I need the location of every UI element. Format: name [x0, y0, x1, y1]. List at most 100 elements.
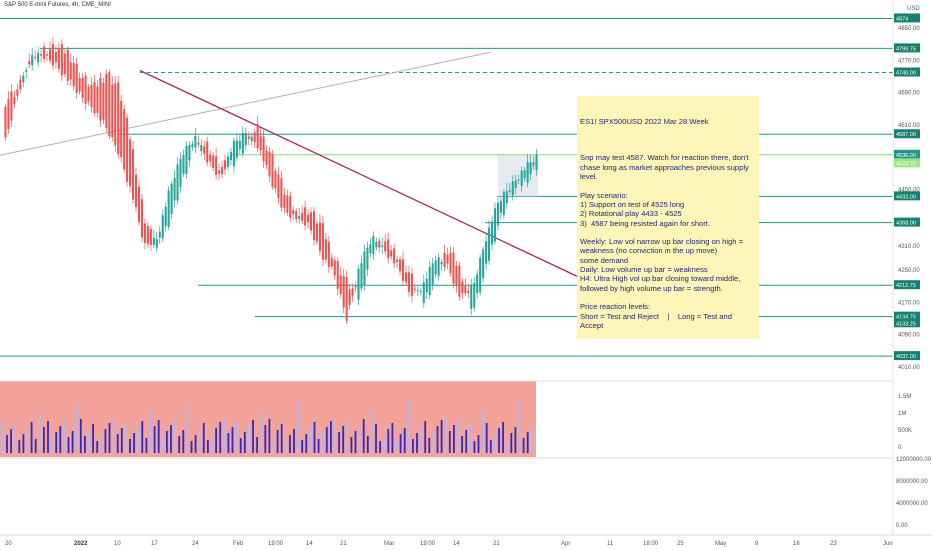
candle-body	[396, 259, 399, 263]
candle-body	[13, 97, 16, 105]
volume-bar	[71, 431, 74, 453]
candle-body	[173, 178, 176, 201]
volume-bar	[465, 430, 468, 453]
time-tick-label: Jun	[883, 541, 893, 547]
volume-bar	[59, 426, 62, 453]
volume-bar	[149, 412, 152, 453]
level-label: 4134.75	[896, 315, 916, 321]
volume-bar	[420, 427, 422, 453]
candle-body	[384, 241, 387, 252]
volume-bar	[485, 423, 488, 453]
volume-bar	[489, 440, 492, 453]
volume-bar	[428, 438, 431, 453]
volume-bar	[313, 422, 316, 453]
candle-body	[170, 183, 173, 214]
candle-body	[45, 54, 49, 56]
price-tick-label: 4770.00	[898, 58, 920, 64]
volume-bar	[26, 428, 29, 453]
candle-body	[229, 151, 232, 161]
volume-bar	[440, 420, 443, 453]
candle-body	[238, 140, 241, 149]
indicator-tick-label: 8000000.00	[896, 479, 928, 485]
candle-body	[505, 191, 508, 204]
volume-bar	[424, 421, 427, 453]
candle-body	[363, 251, 366, 286]
level-label: 4536.00	[896, 153, 916, 159]
volume-bar	[522, 438, 525, 453]
volume-bar	[43, 427, 45, 453]
candle-body	[479, 257, 482, 293]
level-label: 4368.00	[896, 221, 916, 227]
price-tick-label: 4250.00	[898, 268, 920, 274]
time-tick-label: 9	[755, 541, 759, 547]
volume-bar	[10, 429, 12, 453]
volume-bar	[289, 435, 291, 453]
volume-bar	[379, 441, 381, 453]
volume-bar	[350, 437, 353, 453]
candle-body	[446, 254, 449, 264]
volume-tick-label: 0	[898, 445, 902, 451]
candle-body	[31, 54, 34, 66]
volume-bar	[305, 434, 308, 453]
candle-body	[529, 162, 532, 175]
level-label-box	[894, 311, 920, 321]
time-tick-label: 18:00	[643, 541, 659, 547]
candle-body	[84, 75, 87, 104]
volume-bar	[284, 441, 287, 453]
candle-body	[535, 154, 538, 171]
volume-bar	[227, 433, 230, 453]
candle-body	[387, 239, 390, 258]
level-label-box	[894, 129, 920, 139]
candle-body	[452, 252, 455, 284]
candle-body	[69, 62, 72, 80]
level-label: 4587.00	[896, 132, 916, 138]
level-label-box	[894, 318, 920, 328]
candle-body	[99, 78, 102, 121]
volume-bar	[34, 439, 37, 453]
candle-body	[458, 265, 461, 297]
candle-body	[179, 158, 182, 188]
volume-bar	[38, 413, 41, 453]
candle-body	[123, 109, 126, 170]
volume-bar	[137, 427, 140, 453]
candle-body	[158, 231, 161, 238]
candle-body	[259, 135, 262, 151]
candle-body	[499, 200, 502, 213]
candle-body	[188, 145, 191, 161]
symbol-title: S&P 500 E-mini Futures, 4h, CME_MINI	[4, 2, 111, 8]
time-tick-label: Mar	[384, 541, 394, 547]
volume-bar	[346, 420, 349, 453]
volume-bar	[96, 441, 99, 453]
level-label-box	[894, 351, 920, 361]
price-tick-label: 4170.00	[898, 300, 920, 306]
candle-body	[268, 151, 271, 177]
volume-bar	[231, 427, 234, 453]
candle-body	[508, 190, 511, 192]
candle-body	[143, 223, 146, 243]
candle-body	[90, 85, 93, 108]
price-tick-label: 4850.00	[898, 26, 920, 32]
volume-bar	[276, 430, 279, 453]
candle-body	[137, 186, 141, 223]
candle-body	[176, 164, 179, 201]
volume-bar	[170, 425, 172, 453]
volume-bar	[514, 427, 517, 453]
candle-body	[354, 286, 357, 288]
candle-body	[152, 237, 155, 245]
candle-body	[375, 241, 378, 248]
volume-bar	[18, 440, 21, 453]
candle-body	[318, 222, 321, 252]
candle-body	[372, 236, 375, 255]
candle-body	[155, 238, 158, 248]
candle-body	[422, 282, 425, 303]
volume-bar	[141, 421, 144, 453]
candle-body	[129, 139, 132, 187]
time-tick-label: 16	[793, 541, 800, 547]
price-tick-label: 4310.00	[898, 244, 920, 250]
candle-body	[10, 91, 13, 121]
volume-bar	[481, 409, 484, 453]
candle-body	[253, 132, 256, 143]
volume-bar	[407, 402, 410, 453]
candle-body	[149, 228, 152, 245]
candle-body	[413, 288, 416, 290]
